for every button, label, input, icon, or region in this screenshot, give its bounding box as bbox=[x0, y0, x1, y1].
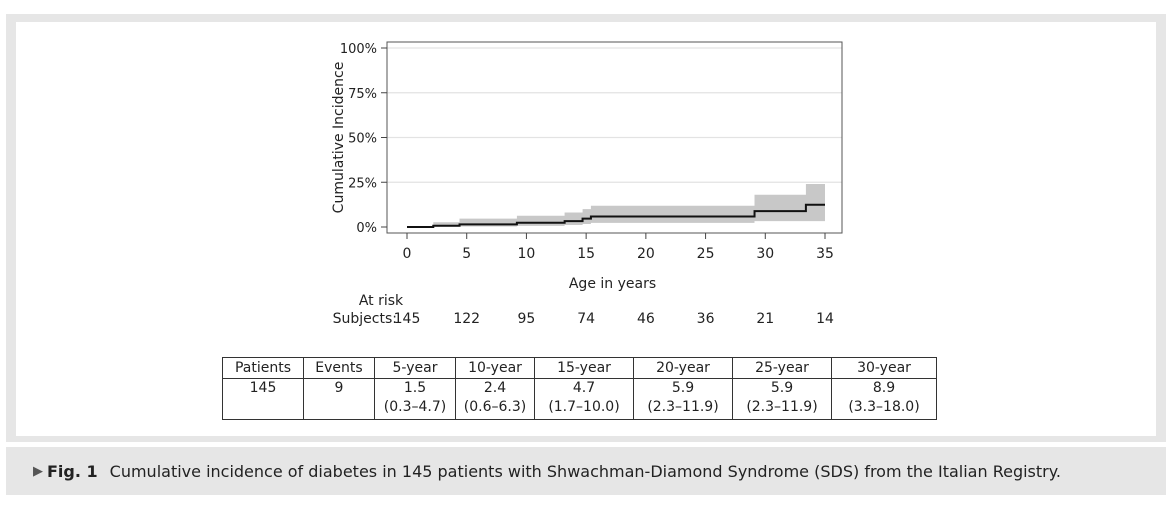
figure-frame: 0% 25% 50% 75% 100% 0 5 10 15 20 25 30 35 Age in year… bbox=[6, 14, 1166, 442]
y-axis-label: Cumulative Incidence bbox=[331, 62, 347, 214]
at-risk-value-15: 74 bbox=[577, 311, 595, 327]
interval-30-year: (3.3–18.0) bbox=[848, 399, 920, 415]
y-tick-label-50: 50% bbox=[348, 132, 377, 147]
estimate-5-year: 1.5 bbox=[403, 380, 427, 396]
summary-data-row: 145 9 1.5 (0.3–4.7) 2.4 (0.6–6.3) 4.7 (1.7–… bbox=[222, 378, 937, 420]
at-risk-value-35: 14 bbox=[816, 311, 834, 327]
estimate-cell: 5.9 (2.3–11.9) bbox=[633, 378, 733, 420]
caption-arrow-icon: ▶ bbox=[33, 463, 43, 479]
x-tick-label-15: 15 bbox=[577, 246, 595, 262]
interval-5-year: (0.3–4.7) bbox=[383, 399, 447, 415]
y-tick-label-75: 75% bbox=[348, 87, 377, 102]
estimate-30-year: 8.9 bbox=[872, 380, 896, 396]
interval-25-year: (2.3–11.9) bbox=[746, 399, 818, 415]
at-risk-header: At risk bbox=[359, 293, 404, 309]
interval-20-year: (2.3–11.9) bbox=[647, 399, 719, 415]
at-risk-value-0: 145 bbox=[394, 311, 421, 327]
estimate-25-year: 5.9 bbox=[770, 380, 794, 396]
x-tick-label-10: 10 bbox=[518, 246, 536, 262]
caption-label: Fig. 1 bbox=[47, 461, 98, 481]
header-5-year: 5-year bbox=[374, 357, 456, 379]
y-tick-label-100: 100% bbox=[340, 42, 377, 57]
events-value: 9 bbox=[303, 378, 375, 420]
interval-15-year: (1.7–10.0) bbox=[548, 399, 620, 415]
x-tick-label-5: 5 bbox=[462, 246, 471, 262]
header-events: Events bbox=[303, 357, 375, 379]
estimate-15-year: 4.7 bbox=[572, 380, 596, 396]
y-tick-label-0: 0% bbox=[356, 221, 377, 236]
summary-header-row: Patients Events 5-year 10-year 15-year 2… bbox=[222, 357, 937, 379]
patients-value: 145 bbox=[222, 378, 304, 420]
figure-panel: 0% 25% 50% 75% 100% 0 5 10 15 20 25 30 35 Age in year… bbox=[16, 22, 1156, 436]
at-risk-row-label: Subjects: bbox=[333, 311, 397, 327]
x-tick-label-35: 35 bbox=[816, 246, 834, 262]
header-20-year: 20-year bbox=[633, 357, 733, 379]
confidence-band bbox=[407, 184, 825, 227]
summary-table: Patients Events 5-year 10-year 15-year 2… bbox=[222, 357, 937, 420]
header-patients: Patients bbox=[222, 357, 304, 379]
estimate-10-year: 2.4 bbox=[483, 380, 507, 396]
estimate-cell: 4.7 (1.7–10.0) bbox=[534, 378, 634, 420]
estimate-20-year: 5.9 bbox=[671, 380, 695, 396]
header-15-year: 15-year bbox=[534, 357, 634, 379]
header-10-year: 10-year bbox=[455, 357, 535, 379]
at-risk-value-20: 46 bbox=[637, 311, 655, 327]
y-tick-label-25: 25% bbox=[348, 176, 377, 191]
at-risk-value-5: 122 bbox=[453, 311, 480, 327]
header-30-year: 30-year bbox=[831, 357, 937, 379]
cumulative-incidence-chart: 0% 25% 50% 75% 100% 0 5 10 15 20 25 30 35 Age in year… bbox=[331, 41, 843, 327]
at-risk-value-25: 36 bbox=[697, 311, 715, 327]
x-tick-label-25: 25 bbox=[697, 246, 715, 262]
estimate-cell: 1.5 (0.3–4.7) bbox=[374, 378, 456, 420]
x-tick-label-30: 30 bbox=[756, 246, 774, 262]
at-risk-value-30: 21 bbox=[756, 311, 774, 327]
caption-text: Cumulative incidence of diabetes in 145 … bbox=[109, 461, 1061, 481]
x-tick-label-0: 0 bbox=[403, 246, 412, 262]
interval-10-year: (0.6–6.3) bbox=[463, 399, 527, 415]
header-25-year: 25-year bbox=[732, 357, 832, 379]
figure-caption: ▶ Fig. 1 Cumulative incidence of diabete… bbox=[6, 447, 1166, 495]
estimate-cell: 8.9 (3.3–18.0) bbox=[831, 378, 937, 420]
x-tick-label-20: 20 bbox=[637, 246, 655, 262]
at-risk-value-10: 95 bbox=[518, 311, 536, 327]
estimate-cell: 2.4 (0.6–6.3) bbox=[455, 378, 535, 420]
estimate-cell: 5.9 (2.3–11.9) bbox=[732, 378, 832, 420]
x-axis-label: Age in years bbox=[569, 276, 656, 292]
cumulative-incidence-line bbox=[407, 203, 825, 228]
